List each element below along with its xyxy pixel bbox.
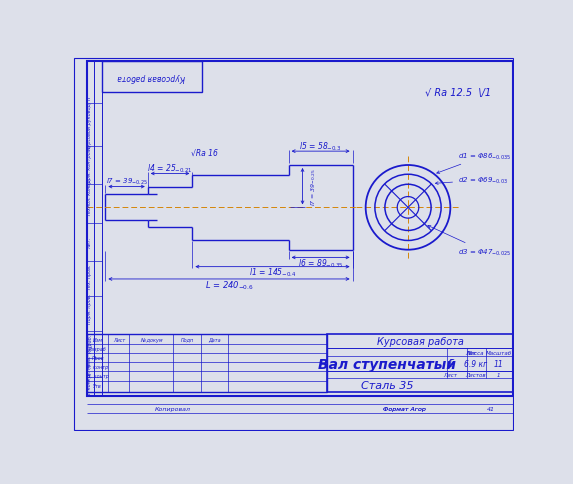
Text: 6.9 кг: 6.9 кг <box>464 360 487 368</box>
Text: Пров: Пров <box>91 355 104 360</box>
Text: Лит: Лит <box>465 350 476 355</box>
Text: 11: 11 <box>494 360 504 368</box>
Text: Разраб: Разраб <box>89 346 107 351</box>
Text: Т. контр: Т. контр <box>87 364 108 369</box>
Text: Тех. пров.: Тех. пров. <box>88 264 92 290</box>
Bar <box>87 62 513 396</box>
Text: Курсовой руковод. Н: Курсовой руковод. Н <box>88 97 92 150</box>
Text: Норм. пров.: Норм. пров. <box>88 293 92 323</box>
Text: Масса: Масса <box>467 350 485 355</box>
Bar <box>327 335 513 393</box>
Text: Курсовая работа: Курсовая работа <box>376 337 464 347</box>
Text: l4 = 25$_{-0.21}$: l4 = 25$_{-0.21}$ <box>147 163 193 175</box>
Text: d1 = Φ86$_{-0.035}$: d1 = Φ86$_{-0.035}$ <box>437 151 512 174</box>
Text: Лит.: Лит. <box>88 237 92 248</box>
Text: √ Ra 12.5  \/1: √ Ra 12.5 \/1 <box>425 88 491 98</box>
Text: 1: 1 <box>448 360 453 368</box>
Text: Н. контр.: Н. контр. <box>88 371 92 395</box>
Text: № докум: № докум <box>140 337 163 342</box>
Text: Подп: Подп <box>180 337 194 342</box>
Text: Листов: Листов <box>465 372 486 377</box>
Bar <box>87 335 327 393</box>
Text: Масштаб: Масштаб <box>486 350 512 355</box>
Text: Копировал: Копировал <box>155 406 191 411</box>
Text: √Ra 16: √Ra 16 <box>190 148 217 157</box>
Text: Формат Агор: Формат Агор <box>383 406 426 411</box>
Text: Вал ступенчатый: Вал ступенчатый <box>318 357 456 371</box>
Text: Н. контр: Н. контр <box>87 374 109 378</box>
Text: Сталь 35: Сталь 35 <box>361 380 414 391</box>
Text: Технол. контр.: Технол. контр. <box>88 178 92 215</box>
Text: Изм: Изм <box>93 337 103 342</box>
Text: d2 = Φ69$_{-0.03}$: d2 = Φ69$_{-0.03}$ <box>435 176 508 186</box>
Text: d3 = Φ47$_{-0.025}$: d3 = Φ47$_{-0.025}$ <box>428 226 512 257</box>
Text: Формат Агор: Формат Агор <box>383 406 426 411</box>
Bar <box>101 62 202 92</box>
Text: l6 = 89$_{-0.35}$: l6 = 89$_{-0.35}$ <box>298 257 344 270</box>
Text: Разраб.: Разраб. <box>88 333 92 352</box>
Text: Курсовая работа: Курсовая работа <box>117 73 186 82</box>
Text: 41: 41 <box>487 406 495 411</box>
Text: Лист: Лист <box>113 337 125 342</box>
Text: 1: 1 <box>497 372 501 377</box>
Text: l1 = 145$_{-0.4}$: l1 = 145$_{-0.4}$ <box>249 266 296 279</box>
Text: Лист: Лист <box>444 372 457 377</box>
Text: l5 = 58$_{-0.3}$: l5 = 58$_{-0.3}$ <box>299 140 342 152</box>
Text: Дата: Дата <box>208 337 221 342</box>
Text: Утв. пров.: Утв. пров. <box>88 355 92 380</box>
Text: Норм. контроль: Норм. контроль <box>88 145 92 186</box>
Text: l7 = 39$_{-0.25}$: l7 = 39$_{-0.25}$ <box>309 168 318 206</box>
Text: L = 240$_{-0.6}$: L = 240$_{-0.6}$ <box>205 278 253 291</box>
Text: l7 = 39$_{-0.25}$: l7 = 39$_{-0.25}$ <box>105 177 148 187</box>
Text: Утв: Утв <box>93 383 102 388</box>
